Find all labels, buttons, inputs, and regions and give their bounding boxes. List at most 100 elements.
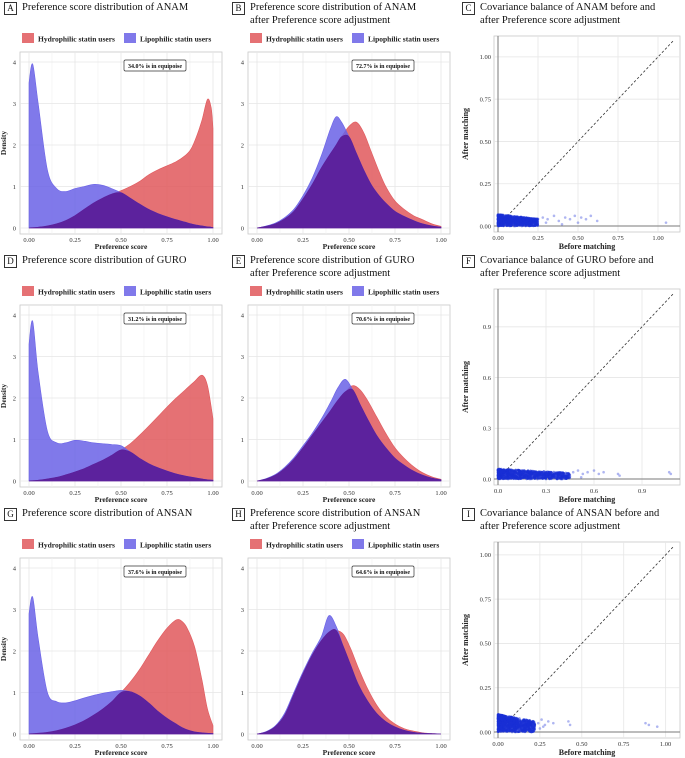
scatter-point xyxy=(560,223,564,226)
scatter-point xyxy=(540,470,543,474)
panel-b: B Preference score distribution of ANAM af… xyxy=(228,0,454,251)
scatter-point xyxy=(540,718,543,721)
y-tick-label: 3 xyxy=(13,354,16,361)
density-area-overlap xyxy=(256,388,442,482)
scatter-point xyxy=(499,470,503,474)
equipoise-annotation: 37.6% is in equipoise xyxy=(123,565,187,578)
scatter-point xyxy=(515,724,518,727)
scatter-point xyxy=(527,221,531,225)
y-tick-label: 1 xyxy=(241,437,244,444)
x-tick-label: 0.25 xyxy=(297,743,308,750)
x-axis-label: Preference score xyxy=(323,748,376,757)
y-tick-label: 0 xyxy=(13,731,16,738)
scatter-point xyxy=(564,471,568,475)
scatter-point xyxy=(512,223,515,227)
x-axis-label: Preference score xyxy=(95,495,148,504)
y-axis-label: Density xyxy=(0,384,8,408)
scatter-point xyxy=(518,719,522,722)
panel-title-line: Preference score distribution of ANAM xyxy=(250,2,417,13)
legend-swatch-hydrophilic xyxy=(22,286,34,296)
scatter-point xyxy=(552,214,556,218)
scatter-point xyxy=(511,728,514,731)
scatter-point xyxy=(524,474,528,477)
scatter-point xyxy=(551,474,554,478)
x-tick-label: 0.25 xyxy=(532,235,543,242)
panel-title-line: after Preference score adjustment xyxy=(480,268,621,279)
scatter-point xyxy=(524,729,528,733)
scatter-point xyxy=(567,720,570,723)
y-tick-label: 0 xyxy=(241,478,244,485)
panel-label: C xyxy=(462,2,475,15)
y-tick-label: 3 xyxy=(13,607,16,614)
scatter-point xyxy=(507,216,511,219)
scatter-point xyxy=(514,729,518,732)
scatter-point xyxy=(530,221,533,224)
panel-header: F Covariance balance of GURO before and af… xyxy=(458,253,684,283)
scatter-point xyxy=(522,218,525,222)
panel-title-line: Preference score distribution of GURO xyxy=(250,255,415,266)
scatter-point xyxy=(602,470,605,474)
annotation-text: 31.2% is in equipoise xyxy=(128,317,182,323)
scatter-cluster xyxy=(496,467,572,481)
scatter-point xyxy=(535,218,539,222)
scatter-point xyxy=(541,725,545,728)
scatter-point xyxy=(510,470,514,473)
scatter-point xyxy=(496,468,500,471)
scatter-point xyxy=(524,725,527,728)
x-tick-label: 1.00 xyxy=(435,237,446,244)
panel-title-line: Preference score distribution of ANSAN xyxy=(22,508,193,519)
legend-label-hydrophilic: Hydrophilic statin users xyxy=(266,288,343,297)
x-tick-label: 1.00 xyxy=(207,237,218,244)
panel-title: Preference score distribution of ANAM xyxy=(22,1,188,14)
scatter-point xyxy=(521,472,524,476)
legend-label-lipophilic: Lipophilic statin users xyxy=(368,288,439,297)
scatter-point xyxy=(509,726,512,730)
x-tick-label: 0.75 xyxy=(161,743,172,750)
y-tick-label: 0.3 xyxy=(483,426,491,433)
x-tick-label: 0.25 xyxy=(297,237,308,244)
scatter-point xyxy=(522,718,526,722)
scatter-point xyxy=(532,220,535,224)
scatter-point xyxy=(558,471,561,474)
scatter-point xyxy=(576,469,580,472)
x-tick-label: 0.50 xyxy=(115,743,126,750)
scatter-point xyxy=(527,224,531,227)
scatter-point xyxy=(540,473,544,477)
legend-swatch-hydrophilic xyxy=(22,539,34,549)
annotation-box xyxy=(123,59,187,72)
chart-a: Hydrophilic statin users Lipophilic stati… xyxy=(0,33,223,251)
y-axis-label: After matching xyxy=(461,108,470,160)
equipoise-annotation: 34.0% is in equipoise xyxy=(123,59,187,72)
x-tick-label: 1.00 xyxy=(207,743,218,750)
scatter-point xyxy=(567,475,570,479)
scatter-point xyxy=(503,470,506,474)
scatter-point xyxy=(520,475,524,479)
x-tick-label: 1.00 xyxy=(435,743,446,750)
chart-c: 0.00 0.25 0.50 0.75 1.00 0.00 0.25 0.50 0.75 1.00… xyxy=(461,35,681,251)
scatter-point xyxy=(503,217,507,221)
legend: Hydrophilic statin users Lipophilic stati… xyxy=(250,33,439,44)
y-tick-label: 0.00 xyxy=(480,223,491,230)
x-tick-label: 0.75 xyxy=(618,741,629,748)
scatter-point xyxy=(519,725,523,728)
panel-header: A Preference score distribution of ANAM xyxy=(0,0,226,30)
scatter-point xyxy=(498,727,502,730)
panel-title-line: Preference score distribution of ANSAN xyxy=(250,508,421,519)
y-tick-label: 0.0 xyxy=(483,476,491,483)
x-axis-label: Before matching xyxy=(559,495,616,504)
scatter-point xyxy=(498,468,502,472)
scatter-point xyxy=(507,476,510,479)
y-tick-label: 4 xyxy=(241,565,245,572)
scatter-point xyxy=(562,471,565,475)
scatter-point xyxy=(526,723,530,727)
x-tick-label: 0.50 xyxy=(343,490,354,497)
plot-frame xyxy=(493,35,681,233)
x-tick-label: 0.25 xyxy=(534,741,545,748)
scatter-point xyxy=(527,721,531,724)
scatter-point xyxy=(500,217,503,221)
scatter-point xyxy=(502,729,506,732)
scatter-point xyxy=(571,470,575,474)
density-area-overlap xyxy=(256,629,442,735)
x-tick-label: 0.3 xyxy=(542,488,550,495)
panel-title-line: Preference score distribution of GURO xyxy=(22,255,187,266)
